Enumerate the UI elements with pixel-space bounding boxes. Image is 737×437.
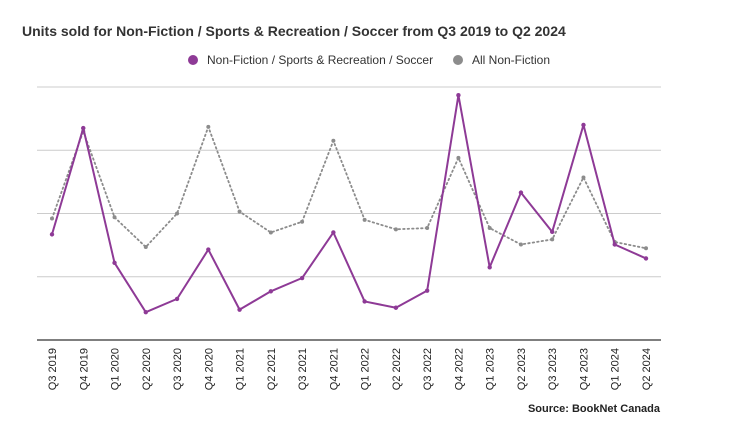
- x-axis-tick-labels: Q3 2019 Q4 2019 Q1 2020 Q2 2020 Q3 2020 Q4 20…: [47, 348, 653, 390]
- x-tick-label: Q2 2021: [266, 348, 278, 390]
- data-point-all-non-fiction[interactable]: [112, 215, 117, 220]
- legend-item-all-non-fiction[interactable]: All Non-Fiction: [453, 53, 550, 67]
- legend-label-all-non-fiction: All Non-Fiction: [472, 53, 550, 67]
- data-point-soccer[interactable]: [206, 247, 211, 252]
- x-tick-label: Q3 2021: [297, 348, 309, 390]
- series-soccer: [49, 93, 649, 315]
- x-tick-label: Q1 2024: [610, 348, 622, 390]
- data-point-all-non-fiction[interactable]: [362, 217, 367, 222]
- chart-title: Units sold for Non-Fiction / Sports & Re…: [22, 23, 566, 39]
- x-tick-label: Q1 2023: [485, 348, 497, 390]
- x-tick-label: Q1 2021: [235, 348, 247, 390]
- legend: Non-Fiction / Sports & Recreation / Socc…: [188, 53, 550, 67]
- data-point-soccer[interactable]: [424, 288, 430, 293]
- data-point-all-non-fiction[interactable]: [300, 219, 305, 224]
- data-point-all-non-fiction[interactable]: [237, 209, 242, 214]
- x-tick-label: Q4 2019: [78, 348, 90, 390]
- x-tick-label: Q3 2023: [547, 348, 559, 390]
- series-all-non-fiction: [50, 124, 648, 251]
- data-point-soccer[interactable]: [237, 307, 242, 312]
- x-tick-label: Q3 2022: [422, 348, 434, 390]
- series-line-soccer: [51, 94, 647, 314]
- data-point-soccer[interactable]: [49, 232, 55, 237]
- data-point-soccer[interactable]: [393, 305, 399, 310]
- data-point-soccer[interactable]: [331, 230, 336, 235]
- legend-marker-soccer: [188, 55, 198, 65]
- data-point-all-non-fiction[interactable]: [425, 226, 430, 231]
- data-point-all-non-fiction[interactable]: [331, 138, 336, 143]
- data-point-all-non-fiction[interactable]: [175, 211, 180, 216]
- data-point-soccer[interactable]: [550, 229, 555, 235]
- x-tick-label: Q3 2020: [172, 348, 184, 390]
- data-point-all-non-fiction[interactable]: [456, 155, 461, 160]
- legend-item-soccer[interactable]: Non-Fiction / Sports & Recreation / Socc…: [188, 53, 433, 67]
- data-point-all-non-fiction[interactable]: [518, 242, 523, 247]
- data-point-all-non-fiction[interactable]: [206, 124, 211, 129]
- x-tick-label: Q4 2021: [328, 348, 340, 390]
- x-tick-label: Q4 2020: [203, 348, 215, 390]
- x-tick-label: Q1 2020: [110, 348, 122, 390]
- x-tick-label: Q2 2020: [141, 348, 153, 390]
- source-note: Source: BookNet Canada: [528, 403, 661, 415]
- data-point-all-non-fiction[interactable]: [393, 227, 398, 232]
- data-point-soccer[interactable]: [174, 296, 180, 302]
- data-point-all-non-fiction[interactable]: [644, 246, 648, 251]
- data-point-soccer[interactable]: [143, 309, 148, 315]
- x-tick-label: Q4 2022: [453, 348, 465, 390]
- data-point-soccer[interactable]: [456, 93, 461, 98]
- data-point-soccer[interactable]: [81, 125, 86, 131]
- gridlines: [37, 86, 661, 341]
- data-point-all-non-fiction[interactable]: [50, 216, 54, 221]
- data-point-soccer[interactable]: [299, 275, 305, 281]
- data-point-soccer[interactable]: [643, 256, 649, 261]
- data-point-soccer[interactable]: [612, 242, 617, 247]
- data-point-soccer[interactable]: [581, 122, 586, 128]
- legend-marker-all-non-fiction: [453, 55, 463, 65]
- x-tick-label: Q3 2019: [47, 348, 59, 390]
- data-point-soccer[interactable]: [518, 190, 524, 195]
- data-point-soccer[interactable]: [268, 289, 274, 294]
- legend-label-soccer: Non-Fiction / Sports & Recreation / Socc…: [207, 53, 433, 67]
- data-point-all-non-fiction[interactable]: [268, 230, 273, 235]
- data-point-soccer[interactable]: [487, 265, 492, 270]
- data-point-soccer[interactable]: [362, 299, 367, 304]
- x-tick-label: Q4 2023: [578, 348, 590, 390]
- data-point-all-non-fiction[interactable]: [487, 226, 492, 231]
- x-tick-label: Q2 2024: [641, 348, 653, 390]
- x-tick-label: Q1 2022: [360, 348, 372, 390]
- data-point-all-non-fiction[interactable]: [143, 245, 148, 250]
- data-point-all-non-fiction[interactable]: [581, 175, 586, 180]
- series-line-all-non-fiction: [51, 125, 647, 250]
- x-tick-label: Q2 2022: [391, 348, 403, 390]
- series-group: [49, 93, 649, 315]
- data-point-all-non-fiction[interactable]: [550, 237, 555, 242]
- data-point-soccer[interactable]: [112, 260, 117, 266]
- x-tick-label: Q2 2023: [516, 348, 528, 390]
